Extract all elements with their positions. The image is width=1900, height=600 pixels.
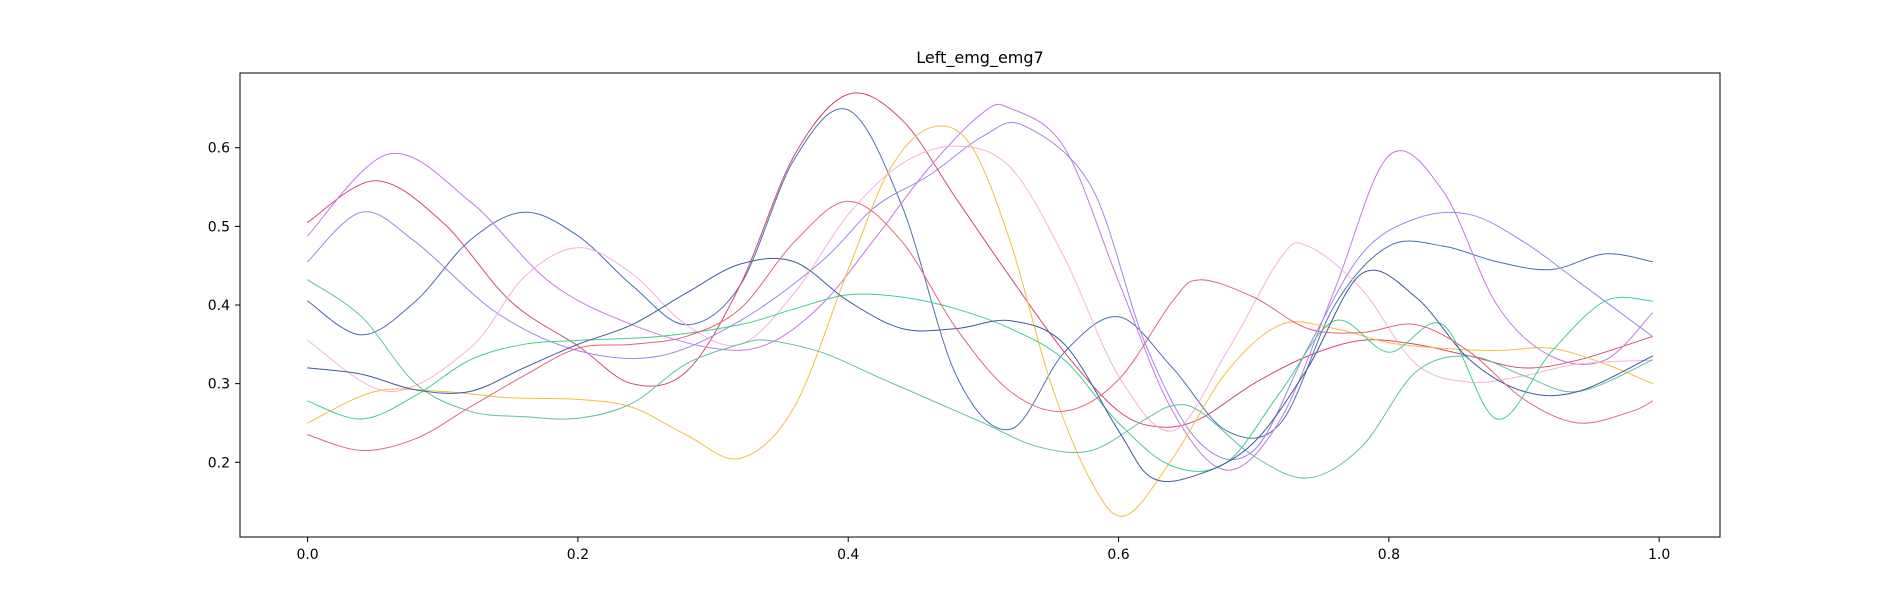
series-line-5 xyxy=(307,145,1653,432)
y-tick-label: 0.2 xyxy=(208,455,230,471)
series-line-3 xyxy=(307,103,1653,471)
series-layer xyxy=(307,92,1653,517)
plot-area: 0.0 0.2 0.4 0.6 0.8 1.0 0.2 0.3 0.4 0.5 0.6 xyxy=(208,72,1721,563)
x-tick-label: 0.0 xyxy=(296,547,318,563)
y-tick-label: 0.5 xyxy=(208,219,230,235)
series-line-8 xyxy=(307,279,1653,479)
y-tick-label: 0.6 xyxy=(208,141,230,157)
y-axis: 0.2 0.3 0.4 0.5 0.6 xyxy=(208,141,240,471)
x-tick-label: 0.2 xyxy=(567,547,589,563)
series-line-1 xyxy=(307,108,1653,439)
series-line-9 xyxy=(307,257,1653,482)
axes-frame xyxy=(239,72,1721,538)
y-tick-label: 0.3 xyxy=(208,377,230,393)
series-line-10 xyxy=(307,200,1653,451)
x-tick-label: 1.0 xyxy=(1648,547,1670,563)
x-axis: 0.0 0.2 0.4 0.6 0.8 1.0 xyxy=(296,537,1670,563)
series-line-6 xyxy=(307,125,1653,517)
series-line-4 xyxy=(307,122,1653,461)
x-tick-label: 0.6 xyxy=(1107,547,1129,563)
series-line-2 xyxy=(307,92,1653,428)
x-tick-label: 0.4 xyxy=(837,547,859,563)
chart-title: Left_emg_emg7 xyxy=(916,48,1043,68)
x-tick-label: 0.8 xyxy=(1378,547,1400,563)
series-line-7 xyxy=(307,293,1653,472)
y-tick-label: 0.4 xyxy=(208,298,230,314)
